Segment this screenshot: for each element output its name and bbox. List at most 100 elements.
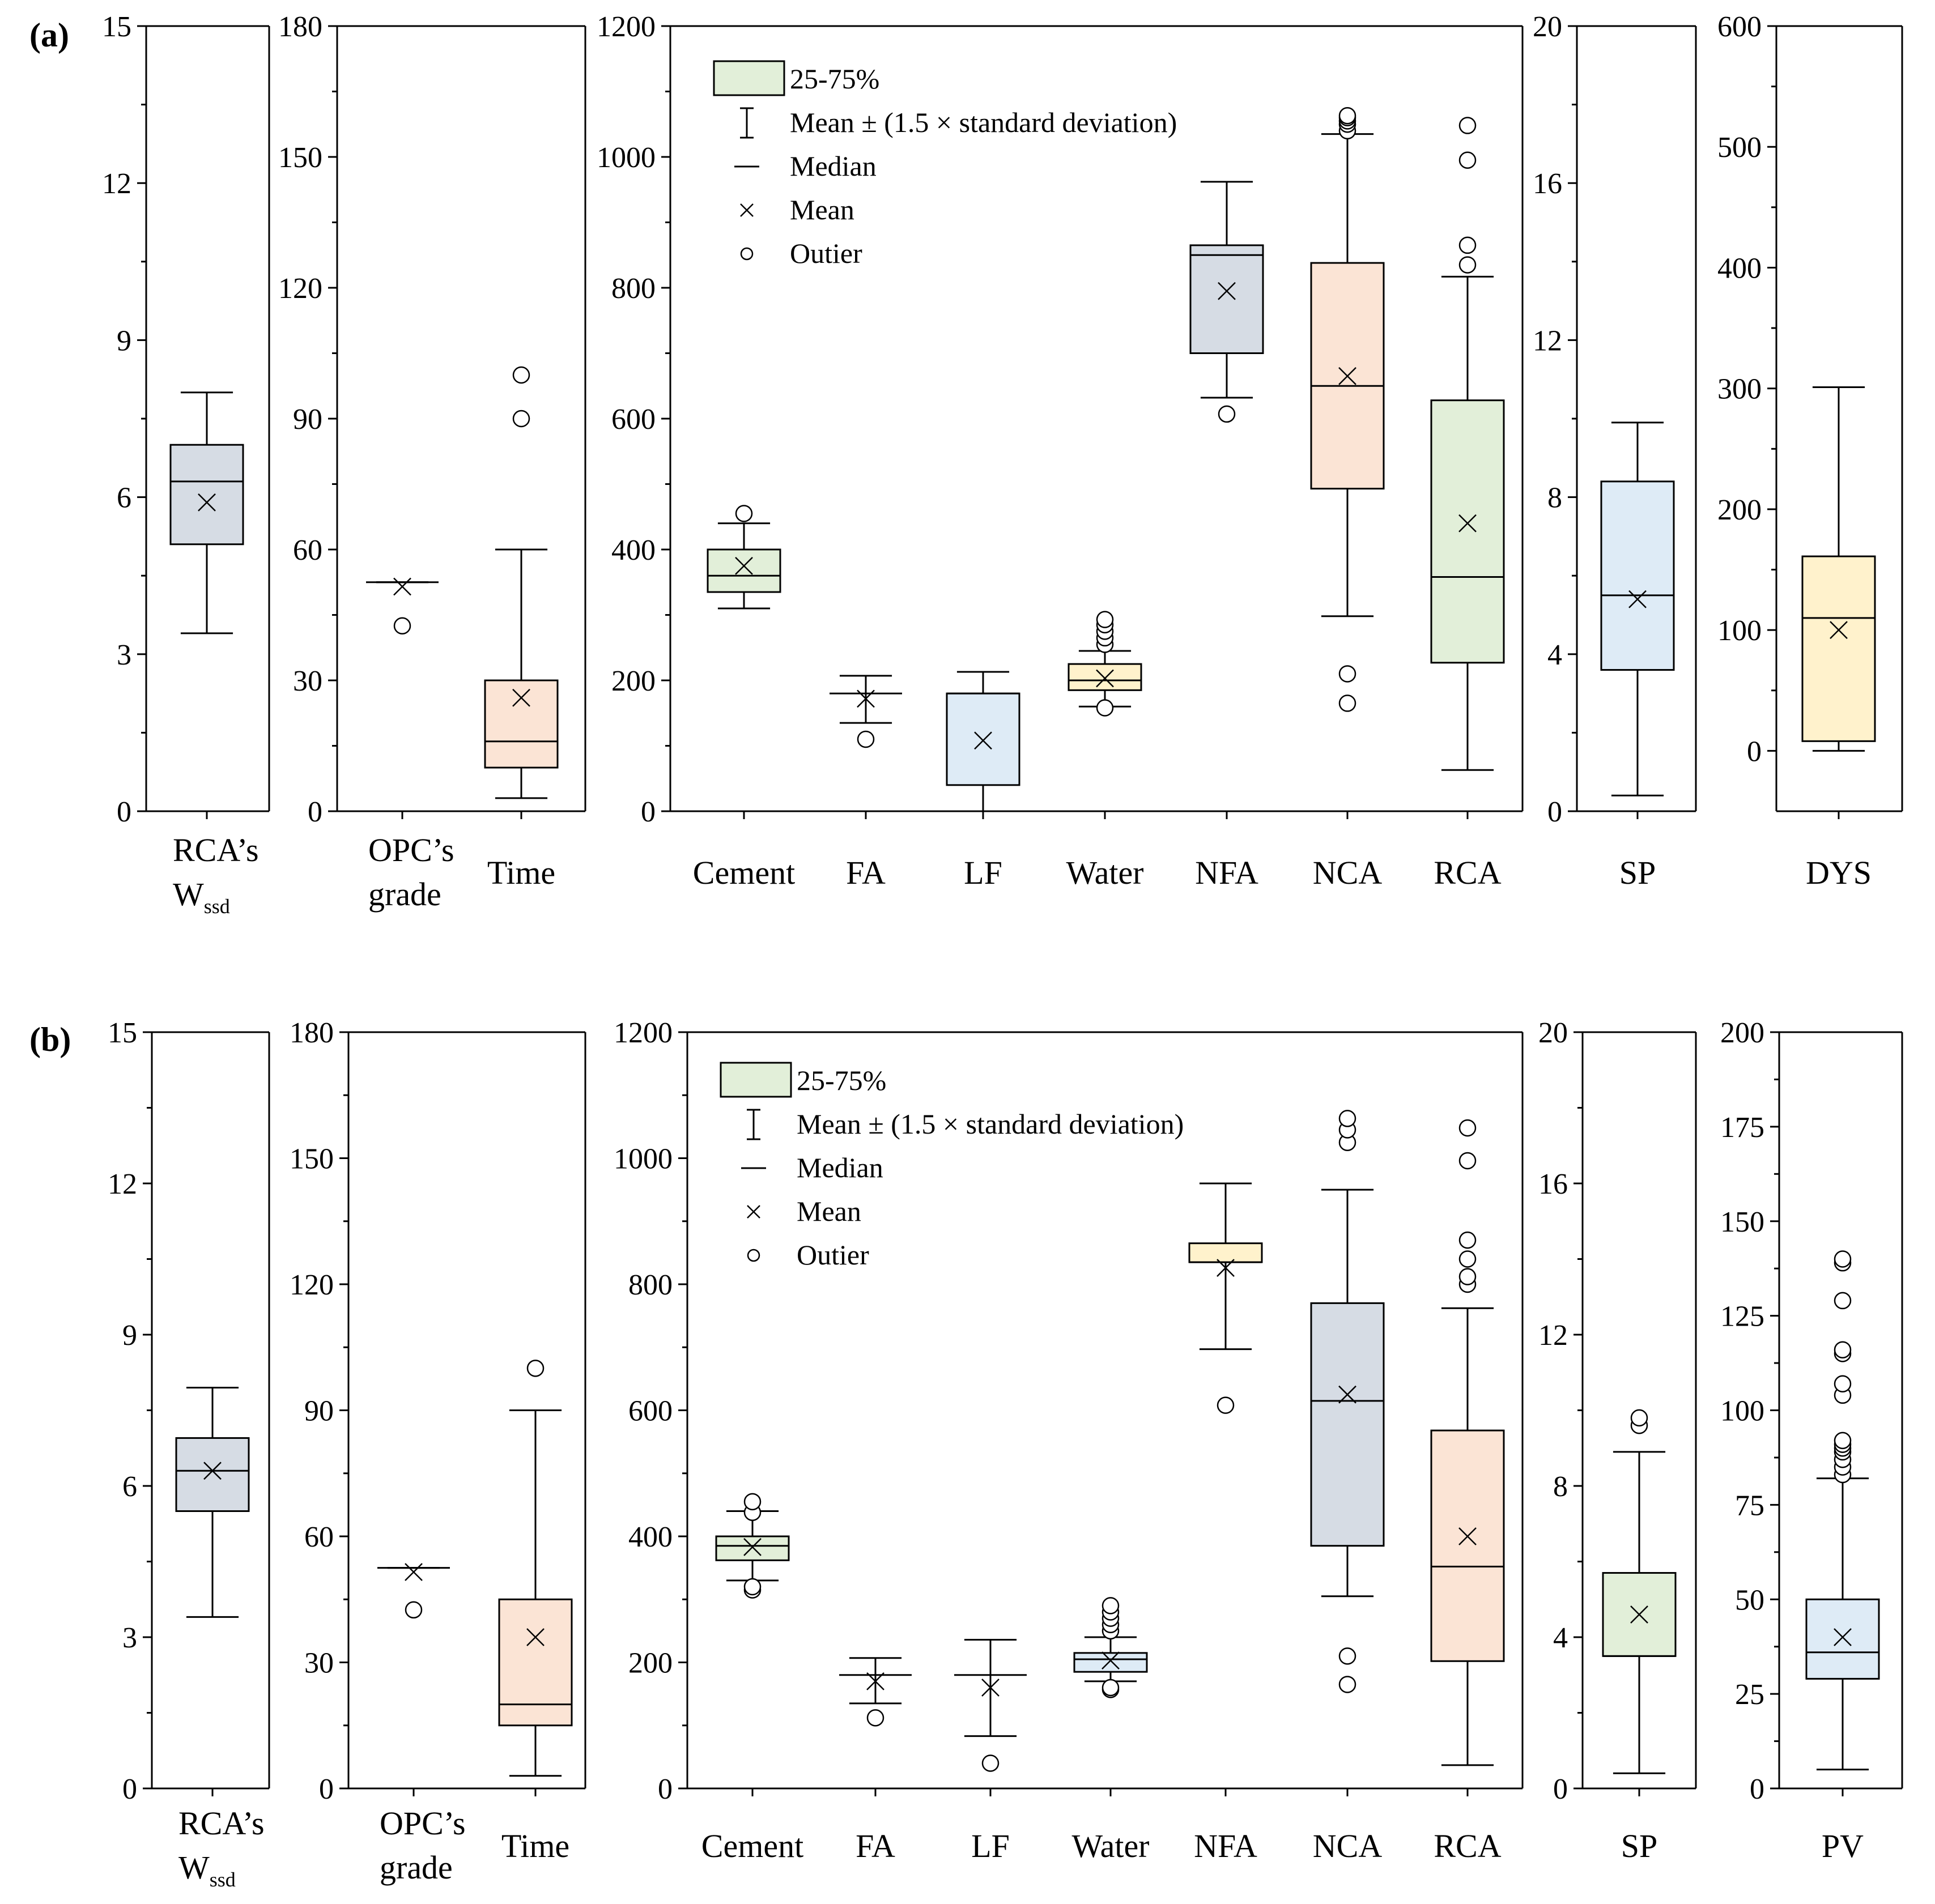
legend-box-label: 25-75%	[797, 1064, 886, 1096]
y-tick-label: 75	[1735, 1489, 1764, 1522]
y-tick-label: 0	[308, 796, 322, 828]
panel-label: (b)	[29, 1021, 71, 1058]
mean-marker	[1102, 1651, 1120, 1670]
y-tick-label: 1000	[614, 1143, 673, 1175]
legend-mean-swatch	[747, 1205, 760, 1219]
y-tick-label: 400	[1717, 252, 1762, 284]
legend-outlier-swatch	[740, 247, 754, 261]
y-tick-label: 1000	[597, 142, 656, 174]
y-tick-label: 9	[117, 325, 131, 357]
y-tick-label: 400	[611, 534, 656, 566]
outlier-point	[1834, 1341, 1852, 1358]
legend-mean-label: Mean	[790, 194, 854, 225]
mean-marker	[1338, 1385, 1356, 1404]
legend-outlier-swatch	[747, 1249, 760, 1262]
mean-marker	[1458, 514, 1477, 533]
y-tick-label: 200	[1720, 1017, 1764, 1049]
x-category-label: NCA	[1313, 854, 1383, 891]
iqr-box	[1310, 1302, 1385, 1547]
outlier-point	[1338, 1110, 1356, 1127]
y-tick-label: 150	[278, 142, 322, 174]
x-category-label: RCA’s	[178, 1805, 265, 1842]
x-category-label: RCA’s	[173, 832, 259, 868]
x-category-label: SP	[1621, 1828, 1658, 1864]
y-tick-label: 6	[117, 482, 131, 514]
x-category-label: NFA	[1195, 854, 1258, 891]
y-tick-label: 125	[1720, 1301, 1764, 1333]
iqr-box	[1073, 1652, 1148, 1673]
mean-marker	[1096, 669, 1114, 688]
outlier-point	[1338, 695, 1356, 712]
mean-marker	[866, 1672, 884, 1690]
y-tick-label: 0	[122, 1773, 137, 1805]
outlier-point	[857, 730, 875, 748]
y-tick-label: 12	[108, 1168, 137, 1200]
y-tick-label: 60	[293, 534, 322, 566]
mean-marker	[1458, 1527, 1477, 1545]
axes-pv: 0 25 50 75 100 125 150 175 200 PV	[1720, 1017, 1903, 1864]
mean-marker	[857, 689, 875, 708]
outlier-point	[1217, 1396, 1235, 1414]
y-tick-label: 9	[122, 1319, 137, 1352]
iqr-box	[498, 1598, 573, 1727]
x-category-label: Time	[487, 854, 555, 891]
y-tick-label: 800	[611, 272, 656, 305]
mean-marker	[405, 1563, 423, 1581]
y-tick-label: 90	[293, 403, 322, 436]
iqr-box	[175, 1437, 250, 1512]
outlier-point	[1338, 665, 1356, 683]
axes-materials: 0 200 400 600 800 1000 1200 Cement FA LF Water NFA N…	[597, 11, 1524, 891]
y-tick-label: 15	[102, 11, 131, 43]
y-tick-label: 12	[102, 168, 131, 200]
mean-marker	[1338, 367, 1356, 385]
x-category-label: Water	[1066, 854, 1143, 891]
mean-marker	[1830, 621, 1848, 640]
outlier-point	[1102, 1597, 1120, 1615]
x-category-label: OPC’s	[380, 1805, 466, 1842]
legend-whisker-label: Mean ± (1.5 × standard deviation)	[790, 107, 1177, 138]
x-category-label: Cement	[693, 854, 795, 891]
legend-box-label: 25-75%	[790, 63, 879, 95]
y-tick-label: 175	[1720, 1111, 1764, 1144]
panel-a: (a)03691215RCA’sWssd0306090120150180OPC’…	[29, 11, 1903, 918]
legend: 25-75% Mean ± (1.5 × standard deviation) M…	[713, 60, 1177, 269]
x-category-label: PV	[1822, 1828, 1864, 1864]
axes-dys: 0 100 200 300 400 500 600 DYS	[1717, 11, 1903, 891]
x-category-label: grade	[368, 876, 441, 913]
x-category-label: Wssd	[173, 876, 230, 918]
y-tick-label: 50	[1735, 1584, 1764, 1616]
y-tick-label: 1200	[597, 11, 656, 43]
x-category-label: NCA	[1313, 1828, 1383, 1864]
mean-marker	[743, 1538, 762, 1556]
legend-box-swatch	[713, 60, 785, 96]
y-tick-label: 30	[304, 1647, 334, 1680]
panel-label: (a)	[29, 16, 69, 54]
y-tick-label: 6	[122, 1471, 137, 1503]
iqr-box	[484, 679, 559, 769]
axes-opc-time: 0 30 60 90 120 150 180 OPC’s grade Time	[290, 1017, 586, 1886]
x-category-label: Water	[1071, 1828, 1149, 1864]
y-tick-label: 0	[1547, 796, 1562, 828]
x-category-label: Wssd	[178, 1849, 236, 1891]
y-tick-label: 0	[641, 796, 656, 828]
y-tick-label: 0	[1747, 735, 1762, 768]
mean-marker	[981, 1679, 1000, 1697]
mean-marker	[393, 577, 411, 596]
x-category-subscript: ssd	[210, 1868, 236, 1891]
y-tick-label: 180	[278, 11, 322, 43]
outlier-point	[1096, 611, 1114, 628]
outlier-point	[1102, 1679, 1120, 1697]
axes-sp: 0 4 8 12 16 20 SP	[1533, 11, 1697, 891]
y-tick-label: 8	[1553, 1471, 1568, 1503]
y-tick-label: 600	[628, 1395, 673, 1428]
axes-wssd: 0 3 6 9 12 15 RCA’s Wssd	[108, 1017, 270, 1891]
outlier-point	[1458, 236, 1477, 254]
outlier-point	[743, 1578, 762, 1596]
mean-marker	[203, 1462, 222, 1480]
x-category-label: FA	[856, 1828, 895, 1864]
y-tick-label: 400	[628, 1521, 673, 1553]
mean-marker	[1217, 1259, 1235, 1277]
y-tick-label: 150	[1720, 1206, 1764, 1238]
mean-marker	[512, 688, 530, 707]
